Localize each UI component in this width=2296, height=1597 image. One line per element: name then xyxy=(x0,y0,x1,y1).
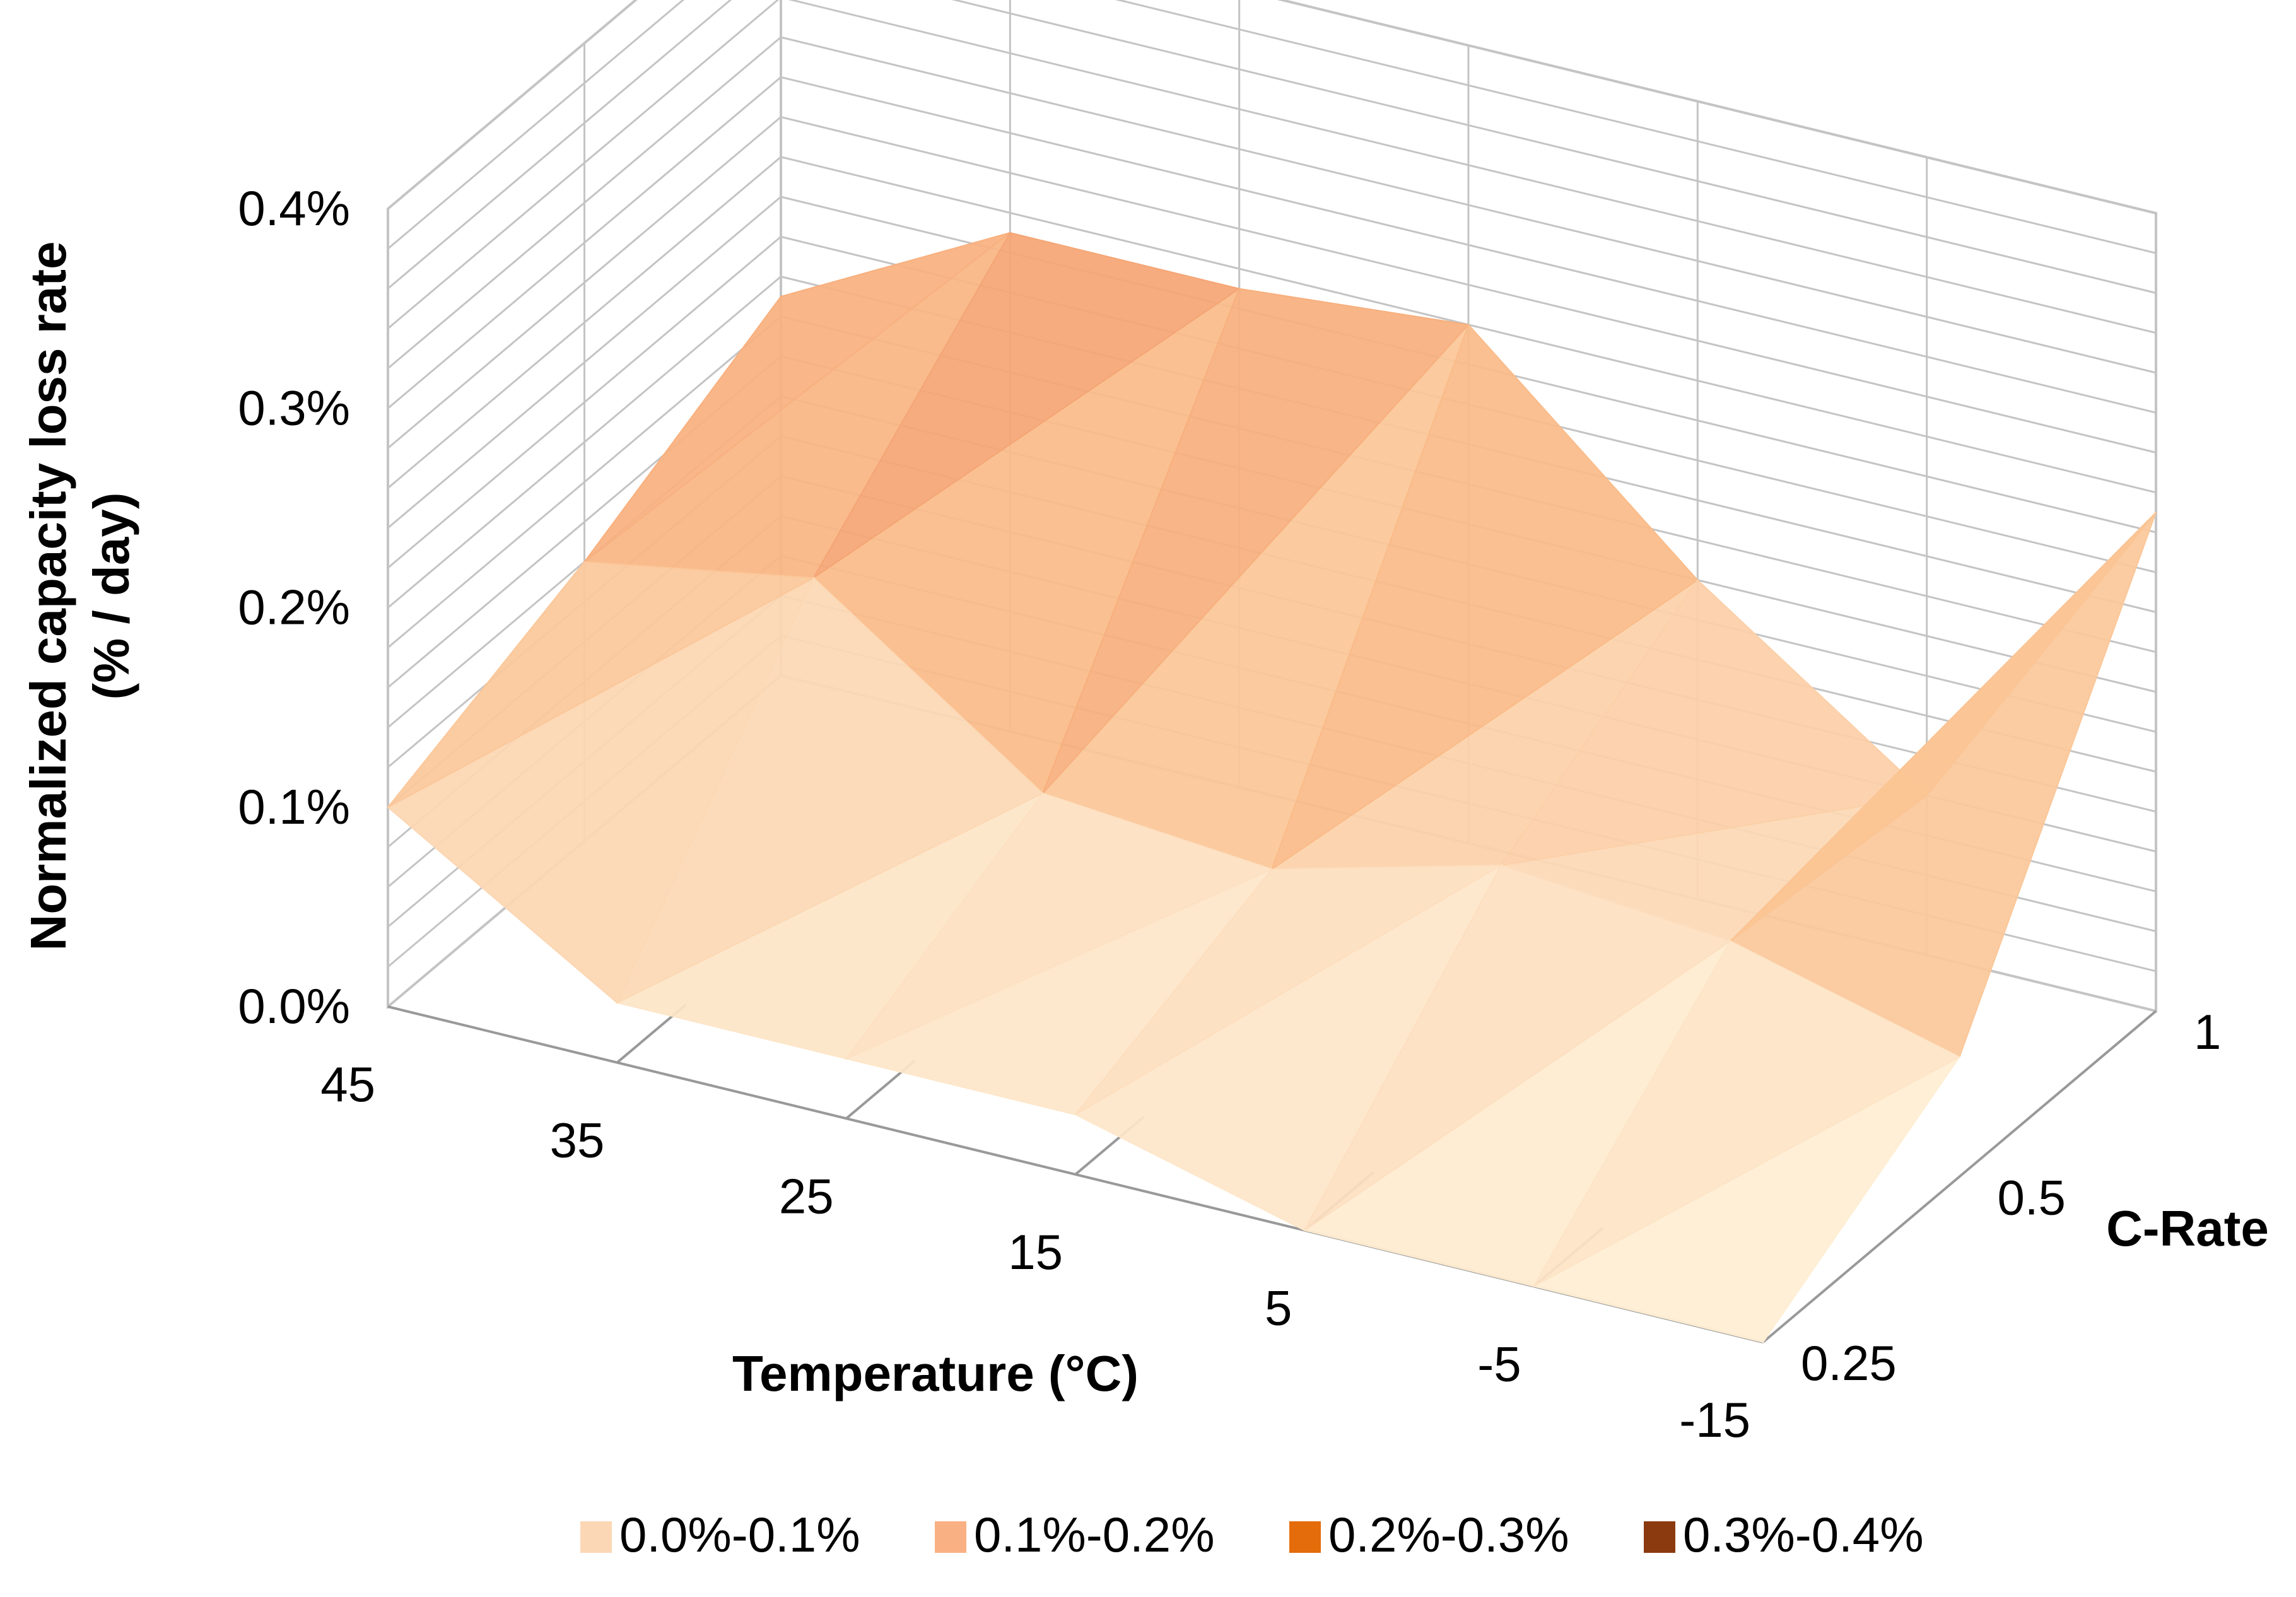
x-tick-label: 15 xyxy=(1008,1224,1063,1280)
x-tick-label: 45 xyxy=(320,1056,375,1112)
x-tick-label: 35 xyxy=(550,1113,605,1168)
legend-swatch xyxy=(580,1521,612,1553)
surface-facet xyxy=(1532,940,1961,1288)
y-tick-label: 1 xyxy=(2194,1004,2221,1060)
surface-facet xyxy=(1042,288,1470,794)
y-tick-label: 0.5 xyxy=(1998,1170,2066,1226)
legend-label: 0.1%-0.2% xyxy=(974,1507,1215,1562)
y-axis-title: C-Rate xyxy=(2106,1200,2269,1256)
surface-facet xyxy=(1499,579,1928,867)
z-tick-label: 0.2% xyxy=(238,580,350,635)
surface-facet xyxy=(616,576,1044,1004)
surface-facet xyxy=(812,231,1241,579)
legend-swatch xyxy=(935,1521,966,1553)
surface-facet xyxy=(583,232,1010,563)
x-axis-title: Temperature (°C) xyxy=(732,1345,1139,1401)
surface-facet xyxy=(1075,864,1504,1115)
z-axis-title-line2: (% / day) xyxy=(83,493,139,700)
z-axis-title-line1: Normalized capacity loss rate xyxy=(20,242,76,951)
z-tick-label: 0.3% xyxy=(238,380,350,435)
z-tick-label: 0.4% xyxy=(238,180,350,236)
axis-titles: Normalized capacity loss rate (% / day) … xyxy=(20,242,2269,1401)
legend-swatch xyxy=(1644,1521,1675,1553)
surface-facet xyxy=(1304,864,1732,1231)
legend-label: 0.3%-0.4% xyxy=(1683,1507,1924,1562)
surface-facet xyxy=(1730,512,2157,942)
x-tick-label: 25 xyxy=(779,1168,834,1224)
legend-swatch xyxy=(1289,1521,1321,1553)
z-tick-label: 0.0% xyxy=(238,978,350,1034)
surface-facet xyxy=(387,561,816,808)
x-tick-label: 5 xyxy=(1265,1280,1292,1336)
x-tick-label: -5 xyxy=(1477,1336,1521,1391)
y-tick-label: 0.25 xyxy=(1801,1335,1897,1391)
y-axis-line xyxy=(1762,1010,2157,1343)
legend-label: 0.2%-0.3% xyxy=(1328,1507,1569,1562)
z-tick-label: 0.1% xyxy=(238,779,350,834)
surface-facet xyxy=(844,792,1274,1060)
tick-labels: 0.0% 0.1% 0.2% 0.3% 0.4% 45 35 25 15 5 -5 -15 0.25 0.… xyxy=(238,180,2221,1448)
surface-facet xyxy=(1270,323,1699,871)
legend: 0.0%-0.1% 0.1%-0.2% 0.2%-0.3% 0.3%-0.4% xyxy=(580,1507,1924,1562)
x-tick-label: -15 xyxy=(1679,1392,1750,1448)
legend-label: 0.0%-0.1% xyxy=(619,1507,860,1562)
surface-mesh xyxy=(387,231,2157,1343)
